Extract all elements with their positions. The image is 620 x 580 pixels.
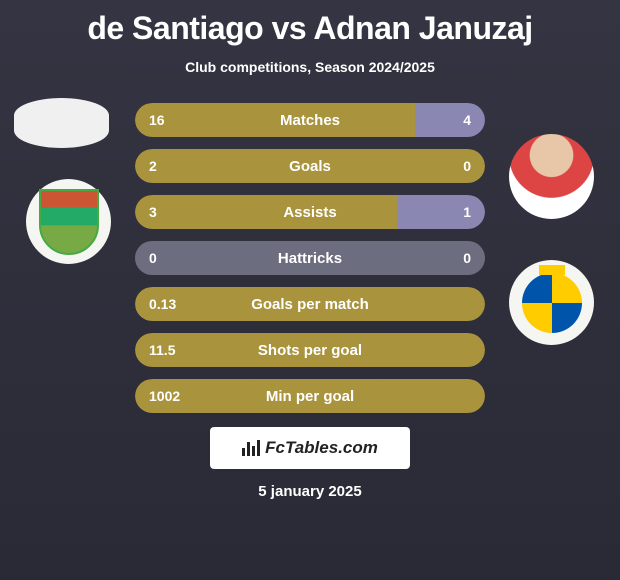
page-title: de Santiago vs Adnan Januzaj (0, 0, 620, 47)
stat-value-left: 0.13 (149, 296, 176, 312)
stat-value-right: 1 (463, 204, 471, 220)
date-text: 5 january 2025 (0, 483, 620, 500)
fctables-logo: FcTables.com (210, 427, 410, 469)
stat-row: Matches16 4 (135, 103, 485, 137)
stat-value-left: 3 (149, 204, 157, 220)
stat-value-left: 2 (149, 158, 157, 174)
stat-value-left: 16 (149, 112, 165, 128)
player-left-avatar (14, 98, 109, 148)
stat-value-right: 0 (463, 158, 471, 174)
stat-row: Goals per match0.13 (135, 287, 485, 321)
stat-label: Matches (135, 112, 485, 129)
stat-value-right: 0 (463, 250, 471, 266)
subtitle: Club competitions, Season 2024/2025 (0, 59, 620, 75)
logo-text: FcTables.com (265, 438, 378, 458)
elche-crest-icon (39, 189, 99, 255)
stat-row: Hattricks0 0 (135, 241, 485, 275)
stat-label: Min per goal (135, 388, 485, 405)
player-right-avatar (509, 134, 594, 219)
laspalmas-crest-icon (522, 273, 582, 333)
bar-chart-icon (242, 440, 260, 456)
team-right-crest (509, 260, 594, 345)
stat-row: Min per goal1002 (135, 379, 485, 413)
team-left-crest (26, 179, 111, 264)
stat-row: Shots per goal11.5 (135, 333, 485, 367)
stat-value-left: 1002 (149, 388, 180, 404)
stat-row: Assists3 1 (135, 195, 485, 229)
stat-value-left: 0 (149, 250, 157, 266)
stat-label: Hattricks (135, 250, 485, 267)
stat-label: Goals (135, 158, 485, 175)
stat-row: Goals2 0 (135, 149, 485, 183)
stat-value-left: 11.5 (149, 342, 175, 358)
crown-icon (539, 265, 565, 275)
stat-label: Shots per goal (135, 342, 485, 359)
stat-value-right: 4 (463, 112, 471, 128)
stat-label: Goals per match (135, 296, 485, 313)
stat-label: Assists (135, 204, 485, 221)
